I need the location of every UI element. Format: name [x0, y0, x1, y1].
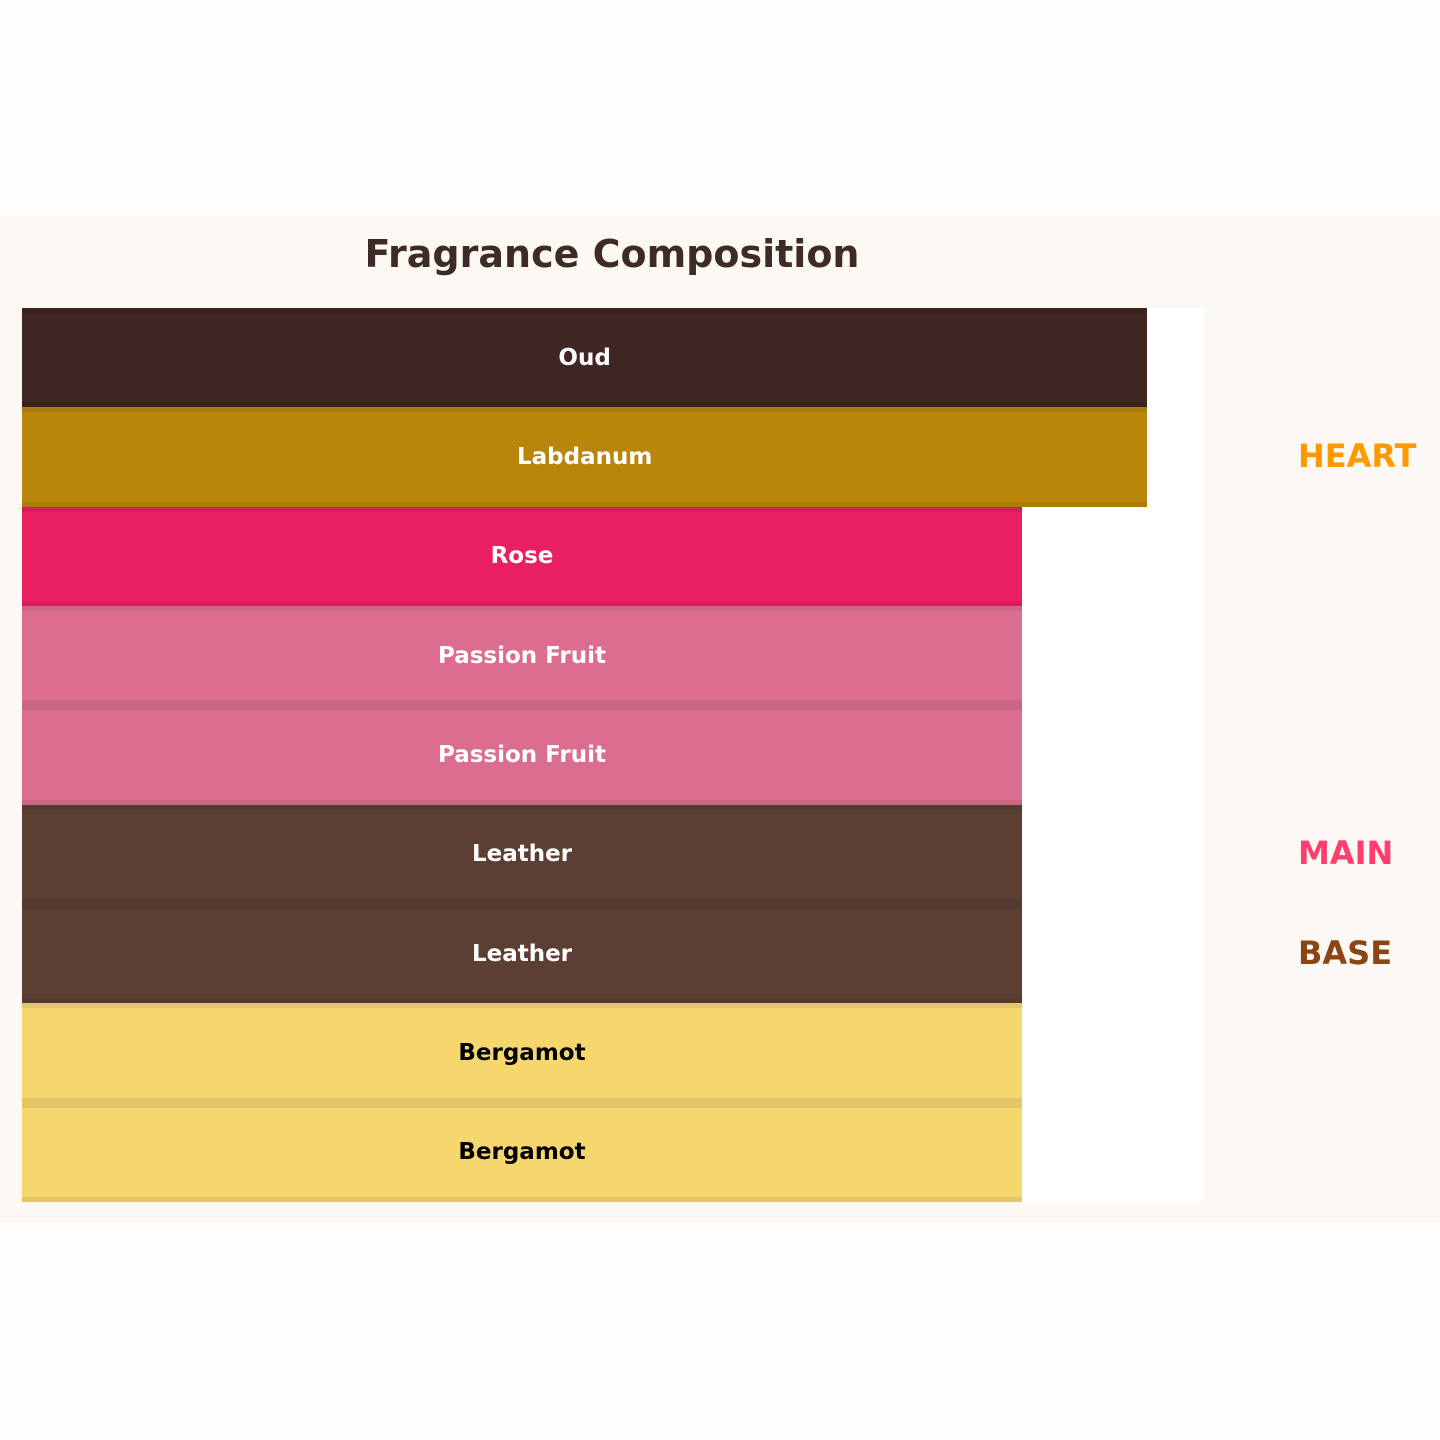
bar-leather: Leather — [22, 804, 1022, 905]
bar-label: Bergamot — [458, 1039, 586, 1066]
bar-labdanum: Labdanum — [22, 407, 1148, 507]
tier-label-base: BASE — [1298, 933, 1393, 972]
bar-label: Rose — [490, 543, 554, 570]
bar-label: Oud — [558, 344, 611, 371]
bar-oud: Oud — [22, 308, 1148, 408]
bar-passion-fruit: Passion Fruit — [22, 705, 1022, 805]
plot-area: Oud Labdanum Rose Passion Fruit Passion Frui… — [22, 308, 1204, 1203]
bar-label: Bergamot — [458, 1139, 586, 1166]
bar-leather: Leather — [22, 904, 1022, 1004]
bar-label: Passion Fruit — [437, 642, 606, 669]
bar-label: Passion Fruit — [437, 741, 606, 768]
bar-label: Leather — [471, 940, 573, 967]
tier-label-main: MAIN — [1298, 834, 1394, 873]
bar-rose: Rose — [22, 506, 1022, 607]
bar-bergamot: Bergamot — [22, 1003, 1022, 1103]
bar-label: Leather — [471, 841, 573, 868]
bar-label: Labdanum — [516, 443, 653, 470]
tier-label-heart: HEART — [1298, 437, 1417, 475]
chart-title: Fragrance Composition — [364, 232, 860, 276]
bar-bergamot: Bergamot — [22, 1102, 1022, 1203]
bar-passion-fruit: Passion Fruit — [22, 606, 1022, 706]
